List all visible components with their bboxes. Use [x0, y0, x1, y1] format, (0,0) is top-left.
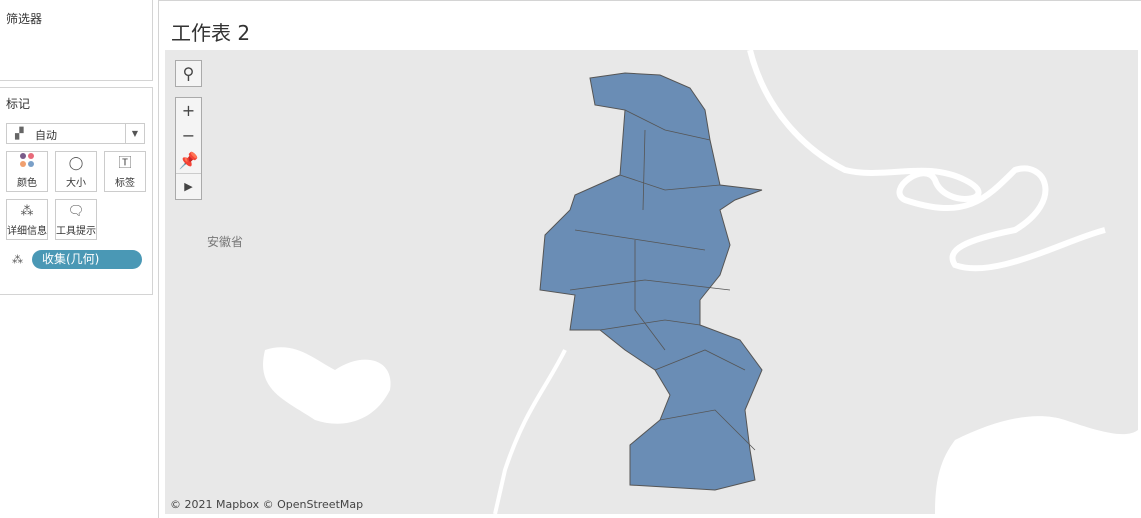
- map-attribution[interactable]: © 2021 Mapbox © OpenStreetMap: [170, 498, 363, 511]
- map-toolbar: + − 📌 ▶: [175, 97, 202, 200]
- marks-title: 标记: [6, 97, 31, 111]
- map-svg: 安徽省 © 2021 Mapbox © OpenStreetMap: [170, 50, 1138, 514]
- mark-type-value: 自动: [35, 129, 57, 142]
- zoom-in-button[interactable]: +: [181, 101, 196, 120]
- detail-button[interactable]: ⁂ 详细信息: [6, 199, 48, 240]
- map-mark-icon: ▞: [15, 127, 24, 140]
- lake-west: [263, 347, 391, 424]
- search-icon: ⚲: [182, 64, 195, 83]
- map-search-button[interactable]: ⚲: [175, 60, 202, 87]
- tooltip-icon: 🗨: [67, 204, 85, 219]
- detail-pill-icon: ⁂: [12, 253, 23, 266]
- place-label: 安徽省: [207, 234, 243, 249]
- filters-shelf[interactable]: 筛选器: [0, 0, 153, 81]
- mark-type-dropdown[interactable]: ▞ 自动 ▼: [6, 123, 145, 144]
- size-button[interactable]: ◯ 大小: [55, 151, 97, 192]
- pin-icon[interactable]: 📌: [178, 151, 199, 170]
- color-label: 颜色: [17, 178, 37, 189]
- map-view[interactable]: 安徽省 © 2021 Mapbox © OpenStreetMap: [165, 50, 1138, 514]
- filters-title: 筛选器: [6, 12, 43, 26]
- zoom-out-button[interactable]: −: [181, 126, 196, 145]
- label-label: 标签: [115, 178, 135, 189]
- tooltip-label: 工具提示: [56, 226, 96, 237]
- expand-arrow-icon[interactable]: ▶: [176, 173, 201, 199]
- geometry-pill[interactable]: 收集(几何): [32, 250, 142, 269]
- label-button[interactable]: 🅃 标签: [104, 151, 146, 192]
- size-label: 大小: [66, 178, 86, 189]
- color-icon: [7, 152, 47, 174]
- sheet-title: 工作表 2: [171, 21, 251, 45]
- color-button[interactable]: 颜色: [6, 151, 48, 192]
- detail-label: 详细信息: [7, 226, 47, 237]
- river: [747, 50, 1106, 272]
- lake-east: [935, 416, 1138, 514]
- tooltip-button[interactable]: 🗨 工具提示: [55, 199, 97, 240]
- detail-icon: ⁂: [20, 204, 34, 219]
- chevron-down-icon[interactable]: ▼: [125, 124, 144, 143]
- size-icon: ◯: [68, 156, 84, 171]
- sheet-area: [158, 0, 1141, 518]
- river-west: [493, 349, 567, 514]
- district-borders: [569, 109, 756, 451]
- region-polygon: [539, 72, 763, 491]
- label-icon: 🅃: [118, 156, 132, 171]
